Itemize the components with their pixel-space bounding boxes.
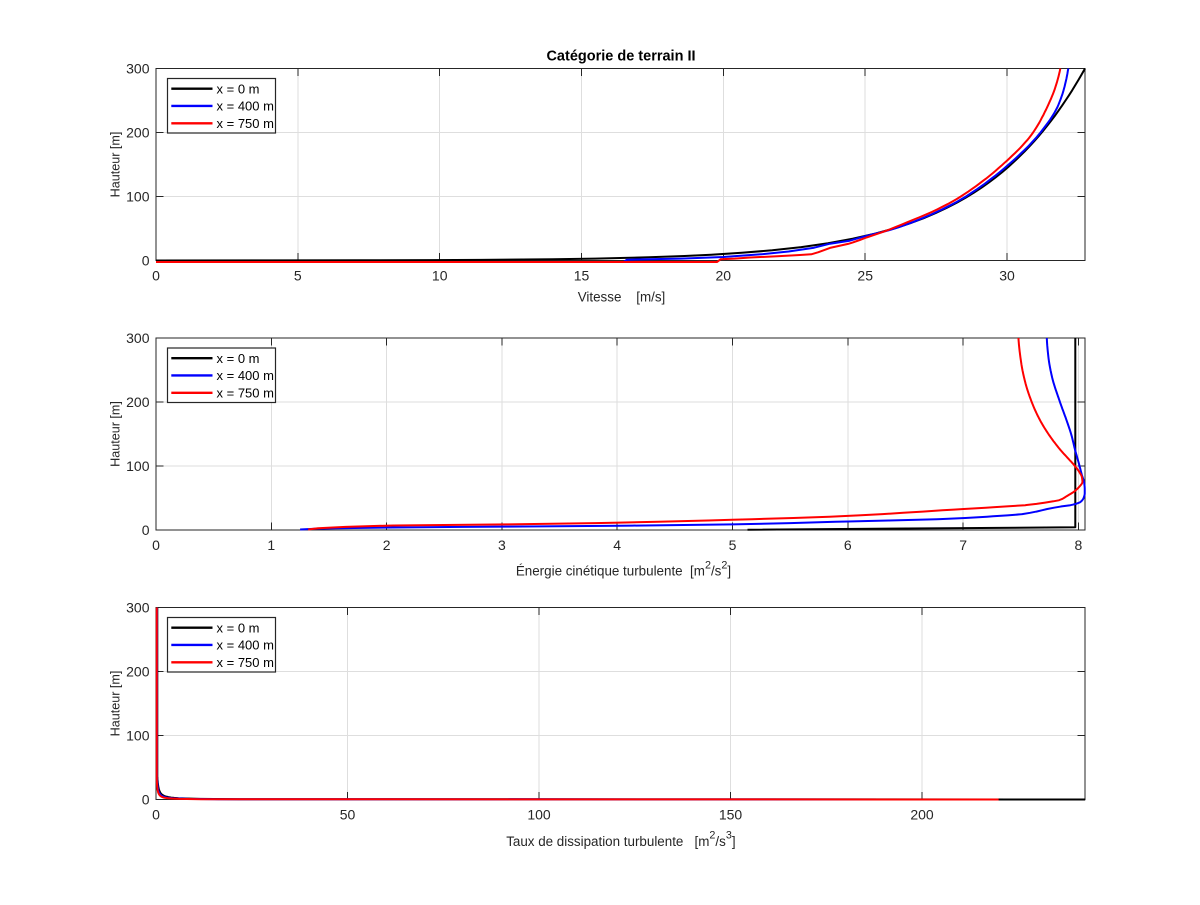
- svg-text:100: 100: [527, 807, 551, 823]
- svg-text:200: 200: [126, 125, 150, 141]
- svg-text:x = 400 m: x = 400 m: [217, 99, 274, 114]
- svg-text:100: 100: [126, 728, 150, 744]
- svg-text:0: 0: [152, 807, 160, 823]
- svg-text:Vitesse [m/s]: Vitesse [m/s]: [578, 290, 666, 305]
- svg-text:0: 0: [142, 522, 150, 538]
- svg-text:0: 0: [152, 268, 160, 284]
- svg-text:8: 8: [1075, 537, 1083, 553]
- svg-text:200: 200: [126, 394, 150, 410]
- svg-text:x = 750 m: x = 750 m: [217, 116, 274, 131]
- svg-text:Hauteur [m]: Hauteur [m]: [109, 132, 123, 198]
- svg-text:200: 200: [910, 807, 934, 823]
- svg-text:150: 150: [719, 807, 743, 823]
- svg-text:Taux de dissipation turbulente: Taux de dissipation turbulente [m2/s3]: [506, 830, 735, 849]
- svg-text:10: 10: [432, 268, 448, 284]
- svg-text:5: 5: [294, 268, 302, 284]
- svg-text:x = 400 m: x = 400 m: [217, 638, 274, 653]
- svg-text:6: 6: [844, 537, 852, 553]
- svg-text:4: 4: [613, 537, 621, 553]
- svg-text:Hauteur [m]: Hauteur [m]: [109, 671, 123, 737]
- svg-text:20: 20: [716, 268, 732, 284]
- svg-text:Énergie cinétique turbulente: Énergie cinétique turbulente [m2/s2]: [516, 559, 731, 578]
- svg-text:0: 0: [142, 792, 150, 808]
- svg-text:x = 0 m: x = 0 m: [217, 351, 260, 366]
- svg-text:0: 0: [142, 253, 150, 269]
- svg-text:Hauteur [m]: Hauteur [m]: [109, 401, 123, 467]
- svg-text:Catégorie de terrain II: Catégorie de terrain II: [546, 49, 695, 65]
- svg-text:x = 750 m: x = 750 m: [217, 655, 274, 670]
- svg-text:x = 0 m: x = 0 m: [217, 621, 260, 636]
- svg-text:x = 0 m: x = 0 m: [217, 82, 260, 97]
- svg-text:25: 25: [857, 268, 873, 284]
- svg-text:50: 50: [340, 807, 356, 823]
- svg-text:300: 300: [126, 600, 150, 616]
- svg-text:15: 15: [574, 268, 590, 284]
- svg-text:x = 400 m: x = 400 m: [217, 368, 274, 383]
- svg-text:200: 200: [126, 664, 150, 680]
- svg-text:300: 300: [126, 330, 150, 346]
- svg-text:0: 0: [152, 537, 160, 553]
- svg-text:7: 7: [959, 537, 967, 553]
- svg-text:300: 300: [126, 61, 150, 77]
- svg-text:3: 3: [498, 537, 506, 553]
- svg-text:x = 750 m: x = 750 m: [217, 386, 274, 401]
- svg-text:30: 30: [999, 268, 1015, 284]
- svg-text:100: 100: [126, 458, 150, 474]
- svg-text:2: 2: [383, 537, 391, 553]
- svg-text:100: 100: [126, 189, 150, 205]
- svg-text:1: 1: [267, 537, 275, 553]
- svg-text:5: 5: [729, 537, 737, 553]
